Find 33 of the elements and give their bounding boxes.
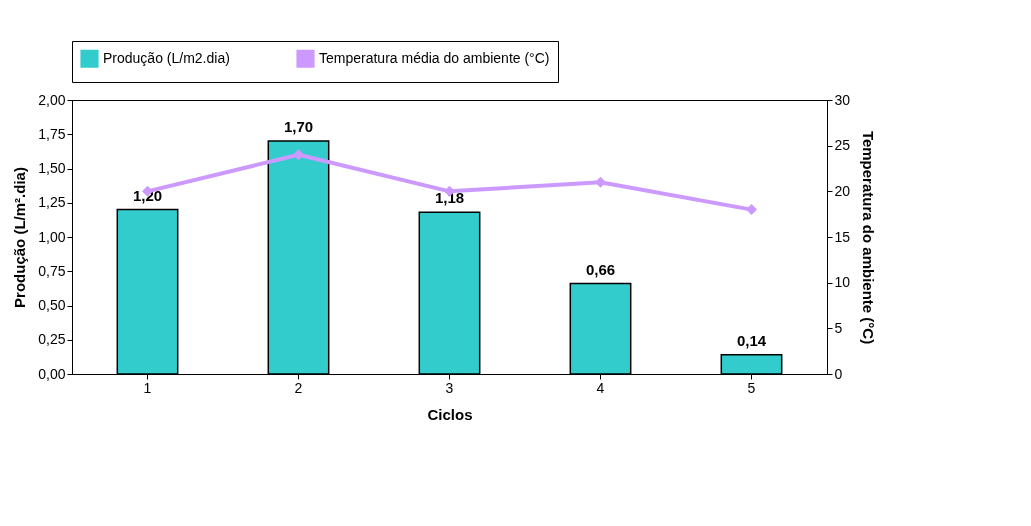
y-tick-label: 1,00 bbox=[38, 228, 66, 245]
y-tick-label: 1,75 bbox=[38, 125, 66, 142]
y-tick-label: 0,25 bbox=[38, 331, 66, 348]
point bbox=[746, 204, 757, 216]
y-tick-label: 0,50 bbox=[38, 297, 66, 313]
data-label: 0,66 bbox=[585, 260, 616, 278]
point bbox=[293, 149, 304, 161]
point bbox=[595, 176, 606, 188]
data-label: 0,14 bbox=[736, 331, 767, 349]
y2-axis-title: Temperatura do ambiente (°C) bbox=[860, 130, 878, 345]
legend-label: Temperatura média do ambiente (°C) bbox=[319, 49, 550, 66]
y-tick-label: 1,50 bbox=[38, 160, 66, 176]
y-tick-label: 0,00 bbox=[38, 365, 66, 382]
y2-tick-label: 10 bbox=[834, 274, 851, 291]
x-tick-label: 4 bbox=[596, 379, 605, 396]
x-tick-label: 2 bbox=[294, 379, 303, 396]
x-axis-title: Ciclos bbox=[427, 405, 473, 423]
data-label: 1,18 bbox=[434, 189, 465, 207]
y-tick-label: 0,75 bbox=[38, 262, 66, 279]
y-tick-label: 2,00 bbox=[38, 91, 66, 108]
y2-tick-label: 15 bbox=[834, 228, 851, 245]
x-tick-label: 5 bbox=[747, 379, 756, 396]
y2-tick-label: 30 bbox=[834, 91, 851, 108]
y-tick-label: 1,25 bbox=[38, 194, 66, 211]
y-axis-title: Produção (L/m².dia) bbox=[11, 167, 29, 308]
y2-tick-label: 0 bbox=[834, 365, 843, 382]
x-tick-label: 3 bbox=[445, 379, 454, 396]
y2-tick-label: 25 bbox=[834, 137, 851, 154]
data-label: 1,70 bbox=[283, 118, 314, 136]
x-tick-label: 1 bbox=[143, 379, 152, 396]
y2-tick-label: 5 bbox=[834, 319, 843, 336]
y2-tick-label: 20 bbox=[834, 182, 851, 199]
legend-label: Produção (L/m2.dia) bbox=[103, 49, 230, 66]
